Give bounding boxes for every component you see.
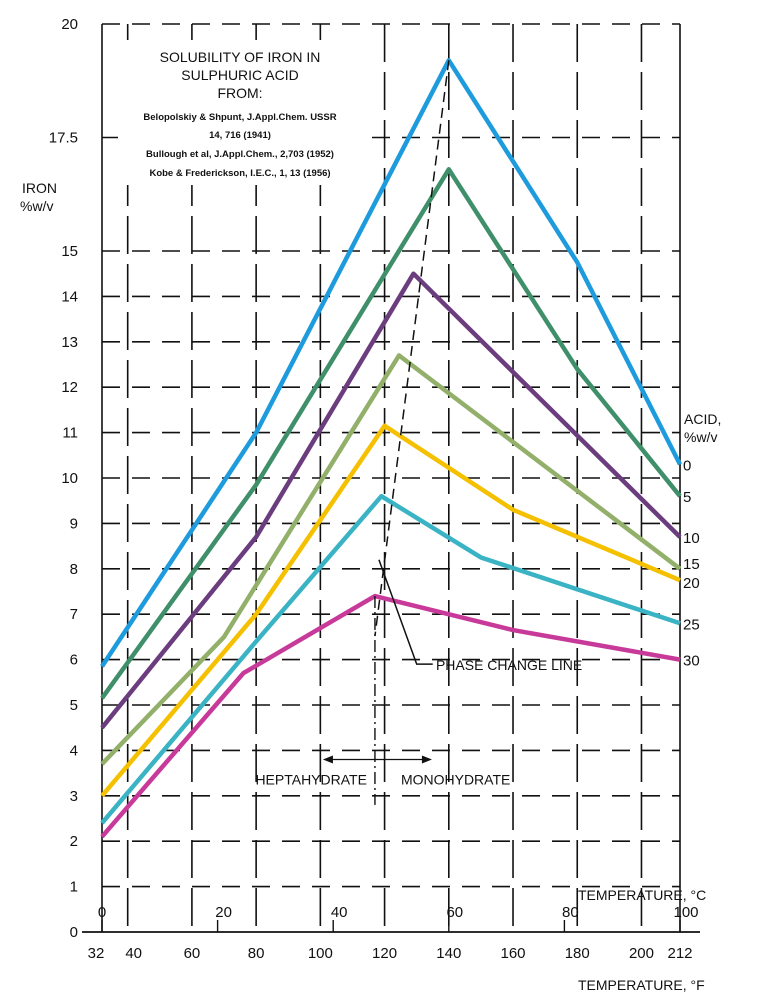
- y-tick-label: 2: [70, 833, 78, 850]
- celsius-tick-label: 60: [446, 904, 463, 921]
- x-tick-label: 212: [667, 945, 692, 962]
- annotations: PHASE CHANGE LINE HEPTAHYDRATE MONOHYDRATE: [255, 60, 582, 805]
- legend-title-2: %w/v: [684, 429, 717, 445]
- monohydrate-label: MONOHYDRATE: [401, 771, 510, 787]
- celsius-tick-label: 0: [98, 904, 106, 921]
- heptahydrate-label: HEPTAHYDRATE: [255, 771, 367, 787]
- y-tick-label: 6: [70, 652, 78, 669]
- y-tick-label: 12: [61, 379, 78, 396]
- celsius-tick-label: 40: [331, 904, 348, 921]
- reference-1: Belopolskiy & Shpunt, J.Appl.Chem. USSR: [143, 112, 336, 123]
- y-tick-label: 7: [70, 606, 78, 623]
- chart-title-line2: SULPHURIC ACID: [181, 67, 298, 83]
- y-tick-label: 14: [61, 288, 78, 305]
- series-label-acid-10: 10: [683, 530, 700, 547]
- x-axis-label-fahrenheit: TEMPERATURE, °F: [578, 977, 705, 993]
- y-tick-label: 13: [61, 334, 78, 351]
- x-tick-label: 80: [248, 945, 265, 962]
- x-tick-label: 32: [88, 945, 105, 962]
- x-tick-label: 200: [629, 945, 654, 962]
- x-tick-label: 100: [308, 945, 333, 962]
- series-line-acid-10: [100, 271, 682, 730]
- y-tick-label: 3: [70, 788, 78, 805]
- x-tick-label: 160: [501, 945, 526, 962]
- phase-change-line: [374, 60, 450, 637]
- y-tick-label: 9: [70, 515, 78, 532]
- reference-3: Kobe & Frederickson, I.E.C., 1, 13 (1956…: [149, 168, 330, 179]
- y-tick-label: 11: [62, 425, 78, 442]
- series-line-acid-30: [100, 593, 681, 839]
- chart-title-line3: FROM:: [217, 85, 262, 101]
- title-block: SOLUBILITY OF IRON IN SULPHURIC ACID FRO…: [118, 40, 370, 185]
- chart-title-line1: SOLUBILITY OF IRON IN: [160, 49, 321, 65]
- series-line-acid-15: [100, 353, 682, 766]
- y-axis-label-1: IRON: [22, 180, 57, 196]
- y-tick-label: 20: [61, 16, 78, 33]
- x-tick-label: 60: [184, 945, 201, 962]
- series-label-acid-25: 25: [683, 616, 700, 633]
- series-line-acid-25: [100, 493, 681, 825]
- series-label-acid-15: 15: [683, 556, 700, 573]
- grid: [101, 23, 681, 932]
- series-label-acid-30: 30: [683, 653, 700, 670]
- phase-change-label: PHASE CHANGE LINE: [436, 657, 582, 673]
- celsius-tick-label: 20: [215, 904, 232, 921]
- celsius-tick-label: 80: [562, 904, 579, 921]
- y-tick-label: 5: [70, 697, 78, 714]
- y-axis-label-2: %w/v: [20, 198, 53, 214]
- y-tick-label: 15: [61, 243, 78, 260]
- y-tick-label: 0: [70, 924, 78, 941]
- phase-change-pointer: [378, 559, 433, 665]
- arrow-right-icon: [421, 755, 432, 764]
- x-tick-label: 120: [372, 945, 397, 962]
- reference-2: Bullough et al, J.Appl.Chem., 2,703 (195…: [146, 149, 334, 160]
- arrow-left-icon: [322, 755, 333, 764]
- y-tick-label: 1: [70, 879, 78, 896]
- series-line-acid-5: [100, 167, 682, 700]
- x-tick-label: 40: [125, 945, 142, 962]
- x-tick-label: 180: [565, 945, 590, 962]
- y-tick-label: 4: [70, 742, 78, 759]
- legend-title-1: ACID,: [684, 411, 721, 427]
- x-tick-label: 140: [436, 945, 461, 962]
- reference-1b: 14, 716 (1941): [209, 130, 271, 141]
- y-tick-label: 17.5: [49, 130, 78, 147]
- series-label-acid-20: 20: [683, 575, 700, 592]
- y-tick-label: 8: [70, 561, 78, 578]
- series-line-acid-20: [100, 423, 681, 798]
- celsius-tick-label: 100: [673, 904, 698, 921]
- series-label-acid-5: 5: [683, 489, 691, 506]
- y-tick-label: 10: [61, 470, 78, 487]
- x-axis-label-celsius: TEMPERATURE, °C: [578, 887, 706, 903]
- series-label-acid-0: 0: [683, 457, 691, 474]
- series-lines: 0 5 10 15 20 25 30: [100, 58, 700, 839]
